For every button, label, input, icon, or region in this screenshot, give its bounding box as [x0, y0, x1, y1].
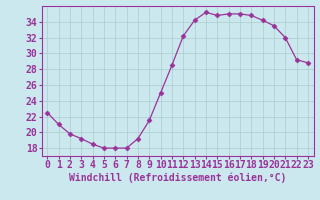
X-axis label: Windchill (Refroidissement éolien,°C): Windchill (Refroidissement éolien,°C) [69, 173, 286, 183]
